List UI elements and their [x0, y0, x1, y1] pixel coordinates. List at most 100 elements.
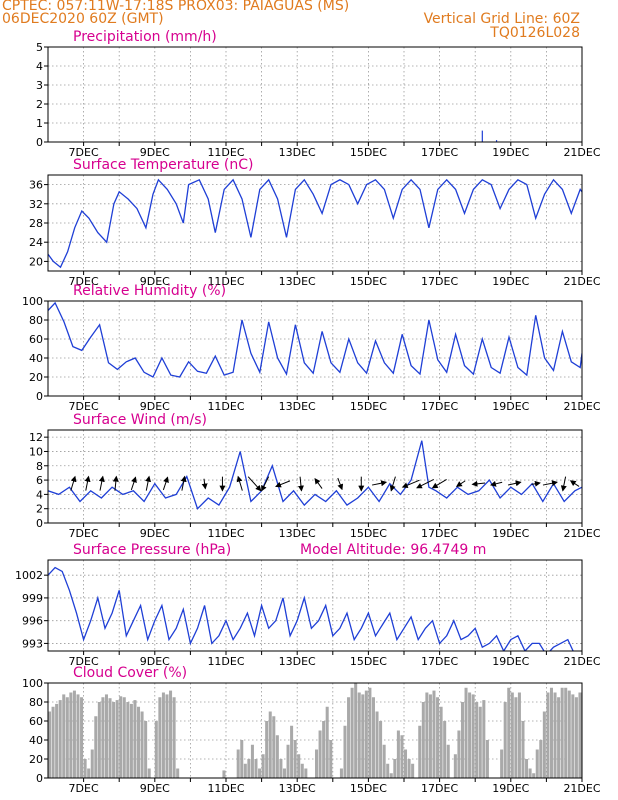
- cloud-bar: [532, 773, 536, 778]
- cloud-bar: [475, 702, 479, 778]
- wind-arrow: [247, 476, 262, 492]
- humidity-panel: Relative Humidity (%) 0 20 40 60 80 100 7DEC 9DE…: [22, 283, 601, 413]
- header-model-id: TQ0126L028: [490, 25, 580, 41]
- cloud-bar: [101, 697, 105, 778]
- wind-ytick-label: 0: [36, 517, 43, 530]
- pressure-xtick-label: 21DEC: [563, 655, 600, 668]
- cloud-bar: [371, 697, 375, 778]
- temperature-ytick-label: 32: [29, 198, 43, 211]
- temperature-data: [48, 178, 582, 269]
- cloud-panel: Cloud Cover (%) 0 20 40 60 80 100 7DEC 9DEC 11DEC…: [22, 665, 601, 795]
- cloud-bar: [158, 697, 162, 778]
- precipitation-xtick-label: 21DEC: [563, 146, 600, 159]
- cloud-bar: [347, 697, 351, 778]
- cloud-bar: [443, 721, 447, 778]
- cloud-bar: [471, 694, 475, 778]
- humidity-ytick-label: 100: [22, 295, 43, 308]
- wind-arrow: [371, 480, 388, 487]
- cloud-bar: [297, 754, 301, 778]
- cloud-bar: [261, 754, 265, 778]
- wind-xtick-label: 7DEC: [69, 527, 99, 540]
- cloud-bar: [165, 694, 169, 778]
- wind-arrow: [130, 476, 137, 491]
- wind-arrow: [471, 480, 486, 487]
- cloud-bar: [439, 706, 443, 778]
- cloud-bar: [411, 763, 415, 778]
- pressure-xtick-label: 19DEC: [492, 655, 529, 668]
- cloud-bar: [272, 716, 276, 778]
- cloud-bar: [507, 687, 511, 778]
- header-grid-note: Vertical Grid Line: 60Z: [423, 11, 580, 27]
- humidity-xtick-label: 11DEC: [207, 400, 244, 413]
- pressure-ytick-label: 993: [22, 637, 43, 650]
- cloud-bar: [375, 711, 379, 778]
- cloud-bar: [87, 768, 91, 778]
- cloud-bar: [122, 697, 126, 778]
- cloud-bar: [286, 744, 290, 778]
- cloud-bar: [393, 759, 397, 778]
- cloud-bar: [55, 703, 59, 778]
- cloud-bar: [503, 702, 507, 778]
- cloud-bar: [386, 763, 390, 778]
- cloud-bar: [560, 687, 564, 778]
- precipitation-xtick-label: 13DEC: [279, 146, 316, 159]
- wind-xtick-label: 13DEC: [279, 527, 316, 540]
- header-date: 06DEC2020 60Z (GMT): [2, 11, 164, 27]
- wind-ytick-label: 2: [36, 503, 43, 516]
- cloud-bar: [318, 730, 322, 778]
- cloud-bar: [247, 759, 251, 778]
- temperature-ytick-label: 20: [29, 255, 43, 268]
- humidity-xtick-label: 21DEC: [563, 400, 600, 413]
- temperature-xtick-label: 17DEC: [421, 275, 458, 288]
- wind-ytick-label: 12: [29, 431, 43, 444]
- pressure-ytick-label: 999: [22, 592, 43, 605]
- humidity-series-line: [48, 301, 582, 378]
- precipitation-xtick-label: 11DEC: [207, 146, 244, 159]
- wind-ytick-label: 10: [29, 445, 43, 458]
- cloud-bar: [425, 692, 429, 778]
- cloud-bar: [578, 692, 582, 778]
- humidity-ytick-label: 80: [29, 314, 43, 327]
- cloud-bar: [500, 749, 504, 778]
- cloud-bar: [436, 697, 440, 778]
- cloud-xtick-label: 9DEC: [140, 782, 170, 795]
- cloud-bar: [58, 700, 62, 778]
- cloud-bar: [325, 706, 329, 778]
- precipitation-ytick-label: 5: [36, 41, 43, 54]
- cloud-bar: [457, 730, 461, 778]
- wind-arrow: [337, 477, 344, 491]
- cloud-bar: [90, 749, 94, 778]
- cloud-bar: [453, 754, 457, 778]
- cloud-bar: [140, 711, 144, 778]
- cloud-bar: [147, 768, 151, 778]
- cloud-bar: [112, 702, 116, 778]
- wind-arrow: [236, 475, 243, 491]
- pressure-series-line: [48, 566, 574, 651]
- cloud-bar: [97, 702, 101, 778]
- wind-arrow: [70, 475, 77, 491]
- wind-arrow: [275, 480, 291, 488]
- pressure-xtick-label: 13DEC: [279, 655, 316, 668]
- cloud-xtick-label: 17DEC: [421, 782, 458, 795]
- cloud-xtick-label: 7DEC: [69, 782, 99, 795]
- cloud-xtick-label: 19DEC: [492, 782, 529, 795]
- cloud-bar: [243, 763, 247, 778]
- humidity-xtick-label: 9DEC: [140, 400, 170, 413]
- wind-arrow: [145, 475, 152, 491]
- cloud-bar: [104, 694, 108, 778]
- wind-arrow: [389, 476, 396, 492]
- cloud-bar: [421, 702, 425, 778]
- cloud-bar: [315, 749, 319, 778]
- wind-arrow: [560, 476, 567, 492]
- cloud-bar: [557, 697, 561, 778]
- cloud-xtick-label: 15DEC: [350, 782, 387, 795]
- wind-arrow: [507, 480, 522, 487]
- cloud-bar: [482, 700, 486, 778]
- wind-title: Surface Wind (m/s): [73, 412, 207, 428]
- wind-arrow: [261, 476, 270, 492]
- humidity-xtick-label: 19DEC: [492, 400, 529, 413]
- precipitation-xtick-label: 15DEC: [350, 146, 387, 159]
- wind-xtick-label: 19DEC: [492, 527, 529, 540]
